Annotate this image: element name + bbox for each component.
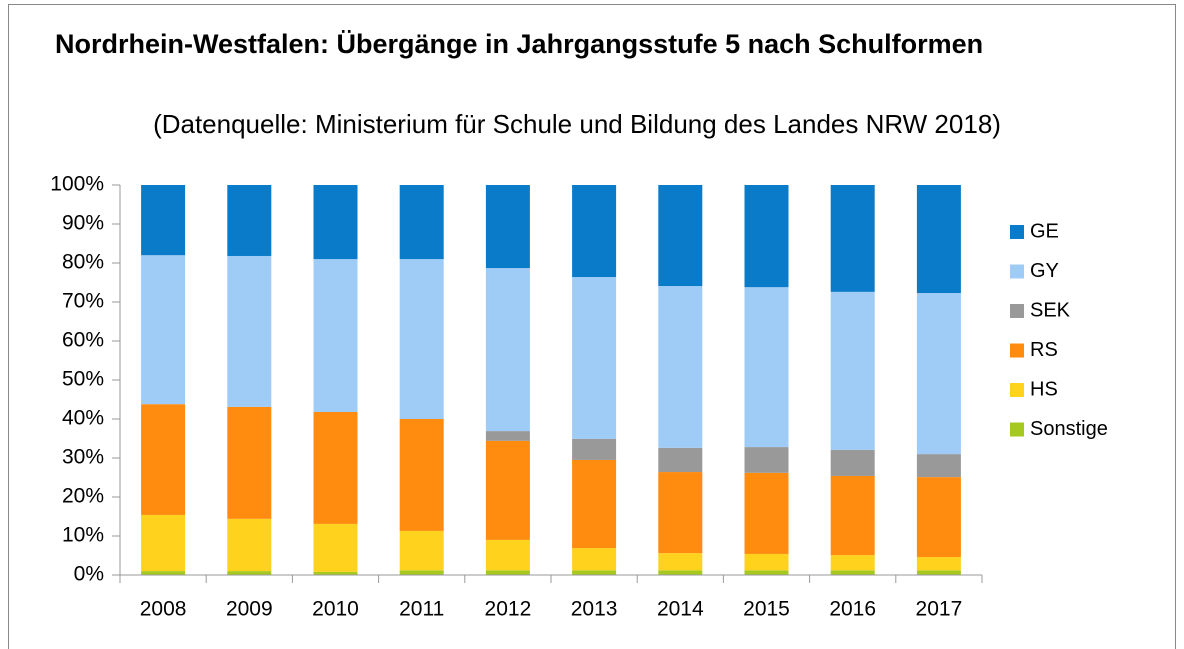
x-tick-label: 2010 — [312, 598, 359, 621]
bar-segment — [485, 440, 530, 540]
bar-segment — [485, 431, 530, 441]
legend-label: GY — [1030, 260, 1059, 282]
bar-segment — [744, 447, 789, 473]
bar-segment — [916, 293, 961, 455]
legend-swatch — [1010, 422, 1024, 437]
legend-label: RS — [1030, 339, 1058, 361]
bar-segment — [916, 185, 961, 294]
bar-segment — [227, 571, 272, 575]
bar-segment — [658, 553, 703, 571]
bar-segment — [313, 411, 358, 524]
y-tick-label: 60% — [62, 329, 104, 352]
x-tick-label: 2016 — [829, 598, 876, 621]
bar-segment — [572, 459, 617, 549]
bar-segment — [313, 185, 358, 260]
x-tick-label: 2014 — [657, 598, 704, 621]
bar-segment — [485, 539, 530, 571]
bar-segment — [399, 419, 444, 531]
bar-segment — [572, 548, 617, 571]
bar-segment — [744, 570, 789, 575]
bar-segment — [572, 277, 617, 439]
legend-swatch — [1010, 225, 1024, 239]
bar-segment — [227, 518, 272, 572]
bar-segment — [830, 570, 875, 575]
bar-segment — [399, 570, 444, 575]
bar-segment — [572, 185, 617, 278]
bar-segment — [658, 447, 703, 473]
bar-segment — [916, 477, 961, 558]
bar-segment — [399, 530, 444, 571]
bar-segment — [916, 454, 961, 478]
y-tick-label: 40% — [62, 407, 104, 430]
bar-segment — [399, 259, 444, 419]
legend-label: SEK — [1030, 299, 1071, 321]
chart-title: Nordrhein-Westfalen: Übergänge in Jahrga… — [55, 29, 983, 59]
bar-segment — [313, 571, 358, 575]
bar-segment — [141, 185, 186, 256]
legend-swatch — [1010, 383, 1024, 397]
y-tick-label: 90% — [62, 212, 104, 235]
bar-segment — [227, 255, 272, 407]
bar-segment — [744, 185, 789, 288]
x-tick-label: 2012 — [485, 598, 532, 621]
legend-label: Sonstige — [1030, 418, 1108, 440]
bar-segment — [141, 255, 186, 405]
bar-segment — [658, 570, 703, 575]
x-tick-label: 2017 — [916, 598, 963, 621]
chart-subtitle: (Datenquelle: Ministerium für Schule und… — [153, 109, 1001, 139]
x-tick-label: 2009 — [226, 598, 273, 621]
legend-label: GE — [1030, 220, 1059, 242]
legend-swatch — [1010, 264, 1024, 279]
bar-segment — [744, 553, 789, 571]
bar-segment — [313, 523, 358, 572]
bar-segment — [830, 185, 875, 292]
bar-segment — [830, 555, 875, 571]
bar-segment — [658, 472, 703, 554]
bar-segment — [830, 291, 875, 450]
bar-segment — [141, 571, 186, 575]
bar-segment — [141, 514, 186, 572]
legend-label: HS — [1030, 378, 1058, 400]
y-tick-label: 0% — [74, 563, 104, 586]
bar-segment — [572, 570, 617, 575]
bar-segment — [485, 268, 530, 432]
x-tick-label: 2011 — [399, 598, 444, 621]
bar-segment — [916, 570, 961, 575]
bar-segment — [830, 475, 875, 556]
y-tick-label: 70% — [62, 290, 104, 313]
y-tick-label: 30% — [62, 446, 104, 469]
y-tick-label: 20% — [62, 485, 104, 508]
bar-segment — [141, 404, 186, 515]
x-tick-label: 2015 — [743, 598, 790, 621]
bar-segment — [830, 449, 875, 476]
bar-segment — [227, 185, 272, 256]
frame — [8, 4, 1176, 649]
bar-segment — [744, 472, 789, 554]
legend-swatch — [1010, 343, 1024, 358]
y-tick-label: 100% — [50, 173, 104, 196]
y-tick-label: 10% — [62, 524, 104, 547]
legend-swatch — [1010, 304, 1024, 318]
x-tick-label: 2008 — [140, 598, 187, 621]
bar-segment — [485, 570, 530, 575]
y-tick-label: 80% — [62, 251, 104, 274]
x-tick-label: 2013 — [571, 598, 618, 621]
bar-segment — [572, 438, 617, 460]
bar-segment — [658, 286, 703, 448]
y-tick-label: 50% — [62, 368, 104, 391]
bar-segment — [744, 287, 789, 448]
bar-segment — [227, 406, 272, 519]
bar-segment — [916, 557, 961, 571]
bar-segment — [658, 185, 703, 287]
bar-segment — [313, 259, 358, 412]
bar-segment — [399, 185, 444, 260]
bar-segment — [485, 185, 530, 269]
